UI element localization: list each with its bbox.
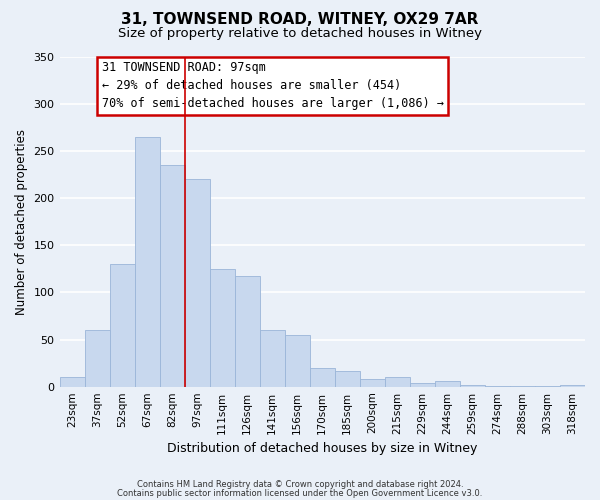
Bar	[435, 381, 460, 386]
Bar	[110, 264, 134, 386]
Bar	[360, 379, 385, 386]
Bar	[285, 335, 310, 386]
Y-axis label: Number of detached properties: Number of detached properties	[15, 128, 28, 314]
Bar	[185, 179, 209, 386]
Bar	[59, 377, 85, 386]
Text: Contains public sector information licensed under the Open Government Licence v3: Contains public sector information licen…	[118, 488, 482, 498]
Text: Contains HM Land Registry data © Crown copyright and database right 2024.: Contains HM Land Registry data © Crown c…	[137, 480, 463, 489]
Bar	[385, 377, 410, 386]
Bar	[85, 330, 110, 386]
Bar	[260, 330, 285, 386]
Bar	[235, 276, 260, 386]
Bar	[335, 370, 360, 386]
Bar	[310, 368, 335, 386]
Bar	[134, 136, 160, 386]
Text: 31, TOWNSEND ROAD, WITNEY, OX29 7AR: 31, TOWNSEND ROAD, WITNEY, OX29 7AR	[121, 12, 479, 28]
Bar	[209, 269, 235, 386]
Bar	[560, 385, 585, 386]
X-axis label: Distribution of detached houses by size in Witney: Distribution of detached houses by size …	[167, 442, 478, 455]
Text: Size of property relative to detached houses in Witney: Size of property relative to detached ho…	[118, 28, 482, 40]
Bar	[410, 383, 435, 386]
Text: 31 TOWNSEND ROAD: 97sqm
← 29% of detached houses are smaller (454)
70% of semi-d: 31 TOWNSEND ROAD: 97sqm ← 29% of detache…	[101, 62, 443, 110]
Bar	[160, 165, 185, 386]
Bar	[460, 385, 485, 386]
